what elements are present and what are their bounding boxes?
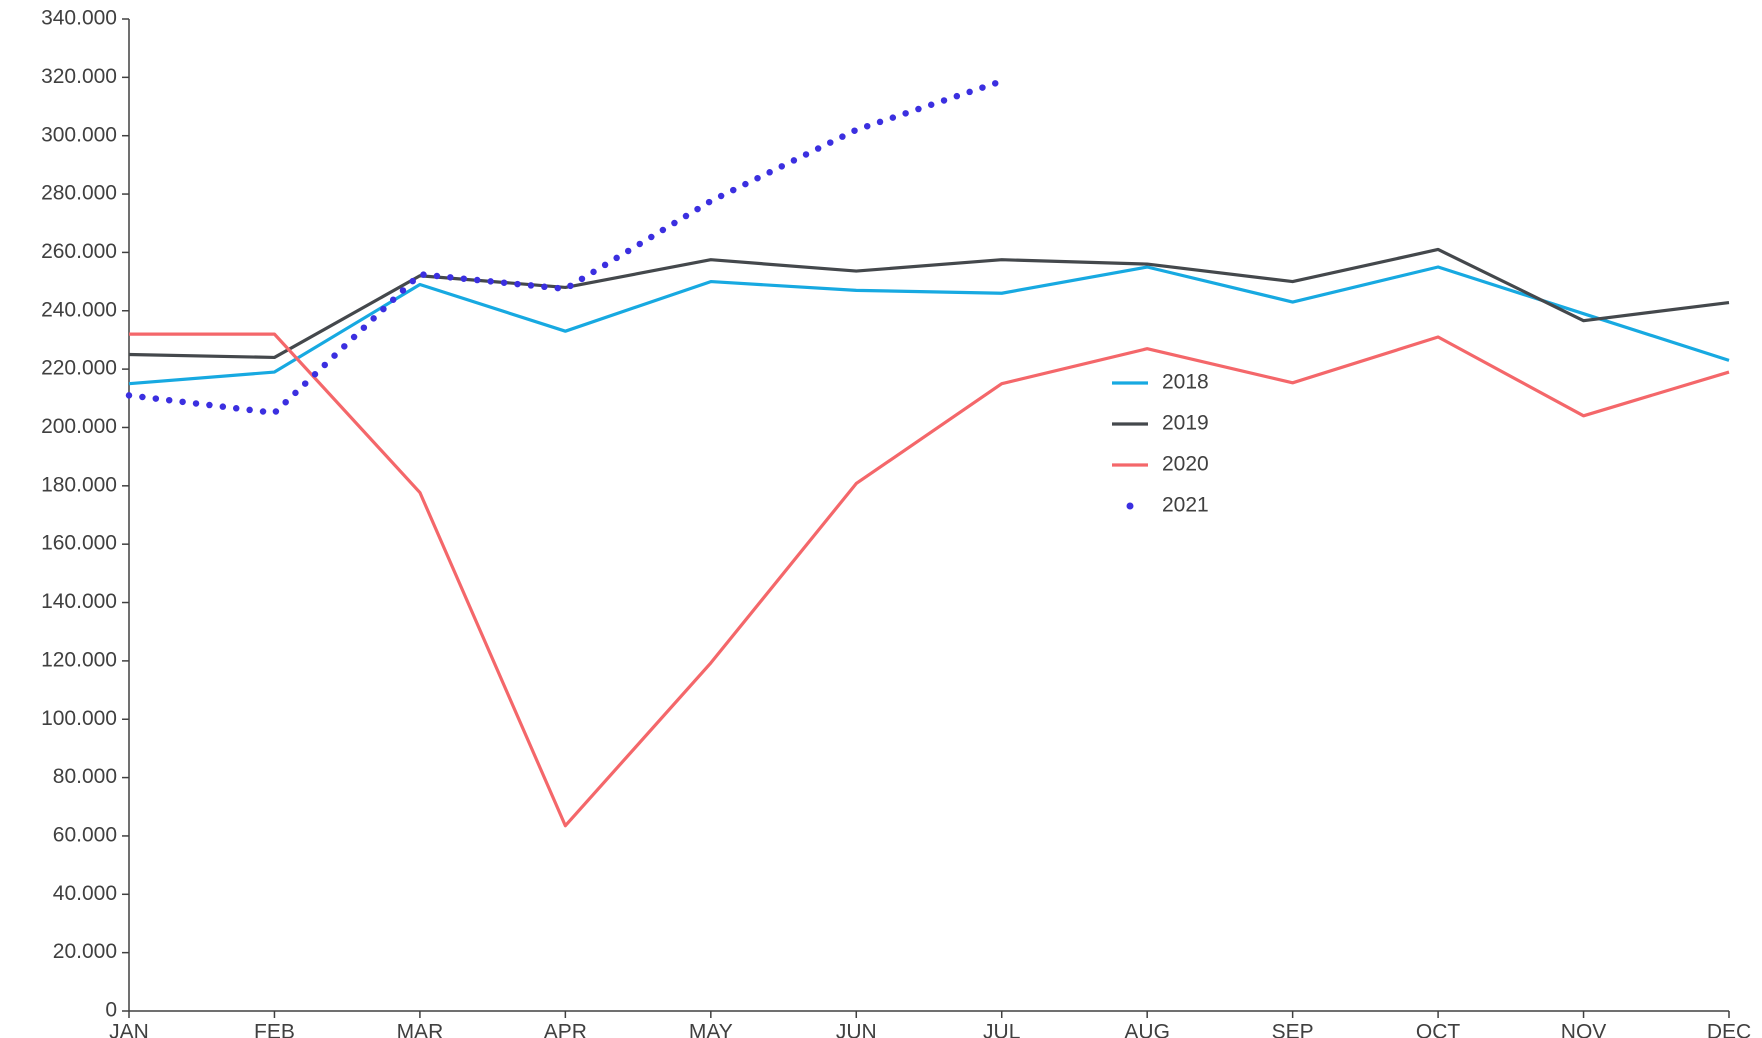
legend-label: 2018	[1162, 371, 1209, 394]
x-tick-label: JAN	[109, 1021, 149, 1038]
y-tick-label: 20.000	[53, 940, 117, 963]
y-tick-label: 220.000	[41, 357, 117, 380]
y-tick-label: 240.000	[41, 298, 117, 321]
line-series	[128, 247, 1730, 360]
legend-label: 2019	[1162, 412, 1209, 435]
y-tick-label: 320.000	[41, 65, 117, 88]
x-tick-label: JUL	[983, 1021, 1020, 1038]
legend-label: 2021	[1162, 494, 1209, 517]
y-tick-label: 160.000	[41, 532, 117, 555]
x-tick-label: MAR	[397, 1021, 444, 1038]
x-tick-label: MAY	[689, 1021, 733, 1038]
y-tick-label: 280.000	[41, 182, 117, 205]
y-tick-label: 200.000	[41, 415, 117, 438]
y-tick-label: 120.000	[41, 648, 117, 671]
x-tick-label: DEC	[1707, 1021, 1751, 1038]
legend-label: 2020	[1162, 453, 1209, 476]
line-series	[129, 332, 1730, 828]
x-tick-label: OCT	[1416, 1021, 1461, 1038]
x-tick-label: FEB	[254, 1021, 295, 1038]
x-tick-label: JUN	[836, 1021, 877, 1038]
legend-swatch	[1126, 502, 1134, 510]
y-tick-label: 0	[105, 999, 117, 1022]
x-tick-label: AUG	[1124, 1021, 1170, 1038]
y-tick-label: 300.000	[41, 123, 117, 146]
x-tick-label: NOV	[1561, 1021, 1607, 1038]
x-tick-label: APR	[544, 1021, 587, 1038]
y-tick-label: 40.000	[53, 882, 117, 905]
y-tick-label: 340.000	[41, 7, 117, 30]
y-tick-label: 60.000	[53, 823, 117, 846]
y-tick-label: 180.000	[41, 473, 117, 496]
x-tick-label: SEP	[1272, 1021, 1314, 1038]
y-tick-label: 100.000	[41, 707, 117, 730]
y-tick-label: 260.000	[41, 240, 117, 263]
y-tick-label: 80.000	[53, 765, 117, 788]
line-series	[125, 77, 1005, 417]
y-tick-label: 140.000	[41, 590, 117, 613]
